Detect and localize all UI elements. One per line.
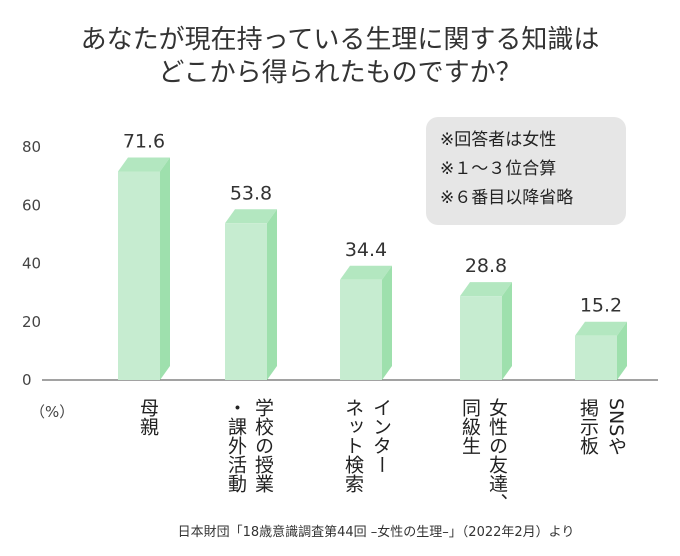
bar bbox=[575, 335, 617, 380]
bar-value-label: 71.6 bbox=[123, 130, 165, 152]
note-line: ※１～３位合算 bbox=[440, 159, 556, 179]
title-line-1: あなたが現在持っている生理に関する知識は bbox=[81, 25, 600, 55]
bar-top-face bbox=[460, 282, 512, 297]
bar-value-label: 53.8 bbox=[230, 182, 272, 204]
category-label: 学校の授業 bbox=[252, 398, 274, 493]
category-label: 母親 bbox=[137, 398, 159, 436]
bar-side-face bbox=[160, 157, 170, 380]
y-tick-label: 80 bbox=[22, 138, 41, 156]
bar bbox=[340, 279, 382, 380]
category-label: 同級生 bbox=[459, 398, 481, 455]
title-line-2: どこから得られたものですか？ bbox=[158, 58, 521, 88]
category-label: 掲示板 bbox=[577, 398, 599, 455]
bar-side-face bbox=[382, 265, 392, 380]
bar bbox=[118, 171, 160, 380]
y-axis-unit-label: （%） bbox=[30, 403, 74, 421]
bar bbox=[460, 296, 502, 380]
y-tick-label: 40 bbox=[22, 255, 41, 273]
bar bbox=[225, 223, 267, 380]
category-label: SNSや bbox=[605, 398, 627, 455]
category-label: ネット検索 bbox=[342, 398, 364, 493]
category-label: インター bbox=[370, 398, 392, 474]
bar-top-face bbox=[575, 321, 627, 336]
note-line: ※６番目以降省略 bbox=[440, 188, 573, 208]
note-line: ※回答者は女性 bbox=[440, 130, 556, 150]
bar-value-label: 34.4 bbox=[345, 239, 387, 261]
y-tick-label: 20 bbox=[22, 313, 41, 331]
notes-box bbox=[426, 117, 626, 225]
bar-value-label: 28.8 bbox=[465, 255, 507, 277]
bar-value-label: 15.2 bbox=[580, 295, 622, 317]
y-tick-label: 60 bbox=[22, 196, 41, 214]
bar-top-face bbox=[225, 209, 277, 224]
bar-top-face bbox=[118, 157, 170, 172]
bar-side-face bbox=[267, 209, 277, 380]
source-caption: 日本財団「18歳意識調査第44回 –女性の生理–」（2022年2月）より bbox=[178, 524, 575, 540]
bar-side-face bbox=[617, 321, 627, 380]
category-label: 女性の友達、 bbox=[486, 398, 508, 512]
y-tick-label: 0 bbox=[22, 371, 32, 389]
category-label: ・課外活動 bbox=[225, 398, 247, 493]
bar-side-face bbox=[502, 282, 512, 380]
bar-top-face bbox=[340, 265, 392, 280]
